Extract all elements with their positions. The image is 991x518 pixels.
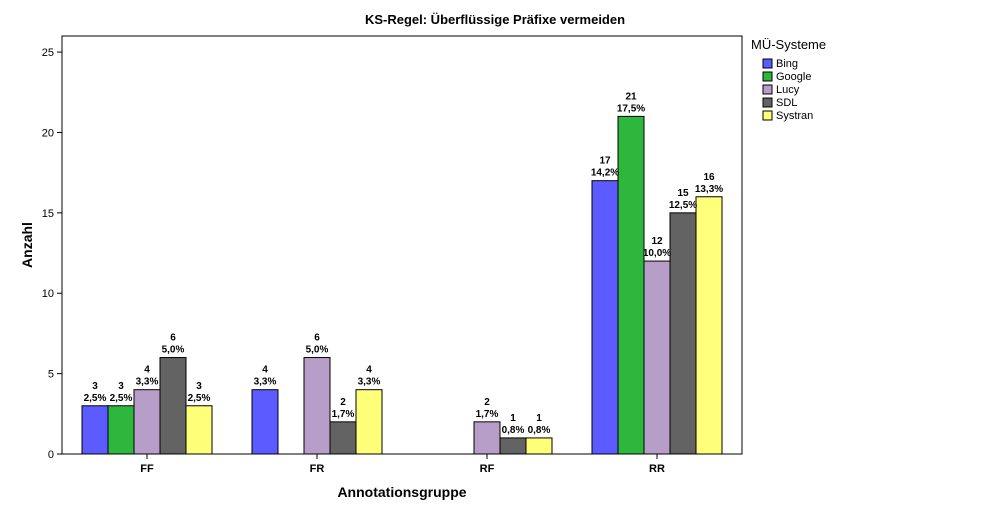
data-label-percent: 13,3% — [695, 184, 723, 195]
data-label-percent: 3,3% — [254, 377, 277, 388]
bar-google-ff — [107, 405, 135, 455]
data-label-percent: 5,0% — [306, 345, 329, 356]
legend-swatch-bing — [762, 58, 773, 69]
data-label-percent: 17,5% — [617, 103, 645, 114]
legend-label-lucy: Lucy — [776, 84, 800, 96]
data-label-count: 1 — [510, 413, 516, 424]
legend-label-bing: Bing — [776, 58, 798, 70]
data-label-percent: 3,3% — [358, 377, 381, 388]
bar-sdl-rf — [499, 437, 527, 455]
bar-lucy-rr — [643, 260, 671, 455]
y-axis-title: Anzahl — [19, 222, 35, 268]
data-label-percent: 2,5% — [188, 393, 211, 404]
legend-label-sdl: SDL — [776, 97, 797, 109]
bar-sdl-rr — [669, 212, 697, 455]
legend-swatch-google — [762, 71, 773, 82]
data-label-percent: 14,2% — [591, 168, 619, 179]
chart-title: KS-Regel: Überflüssige Präfixe vermeiden — [365, 12, 625, 27]
data-label-percent: 0,8% — [502, 425, 525, 436]
bar-sdl-fr — [329, 421, 357, 455]
legend-swatch-systran — [762, 110, 773, 121]
x-tick-label: FR — [310, 463, 325, 475]
data-label-percent: 1,7% — [332, 409, 355, 420]
x-tick-label: RR — [649, 463, 665, 475]
x-axis-title: Annotationsgruppe — [337, 484, 466, 500]
legend-label-google: Google — [776, 71, 811, 83]
data-label-count: 4 — [366, 365, 372, 376]
data-labels: 32,5%32,5%43,3%65,0%32,5%43,3%65,0%21,7%… — [84, 91, 724, 436]
bar-bing-ff — [81, 405, 109, 455]
bar-bing-rr — [591, 180, 619, 455]
y-axis: 0 5 10 15 20 25 — [42, 47, 62, 461]
y-tick-label: 25 — [42, 47, 54, 59]
data-label-count: 6 — [314, 333, 320, 344]
bar-systran-fr — [355, 389, 383, 455]
data-label-count: 3 — [118, 381, 124, 392]
data-label-count: 15 — [677, 188, 689, 199]
data-label-count: 6 — [170, 333, 176, 344]
x-tick-label: FF — [140, 463, 154, 475]
data-label-percent: 3,3% — [136, 377, 159, 388]
data-label-percent: 10,0% — [643, 248, 671, 259]
x-tick-label: RF — [480, 463, 495, 475]
bar-lucy-rf — [473, 421, 501, 455]
bar-systran-rf — [525, 437, 553, 455]
bar-lucy-fr — [303, 357, 331, 455]
data-label-count: 3 — [92, 381, 98, 392]
bar-lucy-ff — [133, 389, 161, 455]
x-axis: FF FR RF RR — [140, 454, 665, 475]
bars — [81, 115, 723, 455]
y-tick-label: 20 — [42, 127, 54, 139]
y-tick-label: 5 — [48, 369, 54, 381]
data-label-percent: 2,5% — [110, 393, 133, 404]
data-label-percent: 12,5% — [669, 200, 697, 211]
y-tick-label: 15 — [42, 208, 54, 220]
y-tick-label: 10 — [42, 288, 54, 300]
data-label-count: 2 — [484, 397, 490, 408]
bar-sdl-ff — [159, 357, 187, 455]
data-label-count: 21 — [625, 91, 637, 102]
data-label-percent: 2,5% — [84, 393, 107, 404]
legend-swatch-sdl — [762, 97, 773, 108]
bar-systran-ff — [185, 405, 213, 455]
legend-label-systran: Systran — [776, 110, 813, 122]
bar-systran-rr — [695, 196, 723, 455]
y-tick-label: 0 — [48, 449, 54, 461]
data-label-count: 2 — [340, 397, 346, 408]
bar-google-rr — [617, 115, 645, 455]
bar-bing-fr — [251, 389, 279, 455]
data-label-count: 4 — [262, 365, 268, 376]
data-label-count: 17 — [599, 156, 611, 167]
plot-frame — [61, 35, 743, 455]
legend-title: MÜ-Systeme — [751, 37, 826, 52]
legend-swatch-lucy — [762, 84, 773, 95]
data-label-percent: 5,0% — [162, 345, 185, 356]
data-label-count: 1 — [536, 413, 542, 424]
data-label-percent: 1,7% — [476, 409, 499, 420]
data-label-count: 4 — [144, 365, 150, 376]
data-label-count: 3 — [196, 381, 202, 392]
data-label-count: 12 — [651, 236, 663, 247]
data-label-percent: 0,8% — [528, 425, 551, 436]
data-label-count: 16 — [703, 172, 715, 183]
